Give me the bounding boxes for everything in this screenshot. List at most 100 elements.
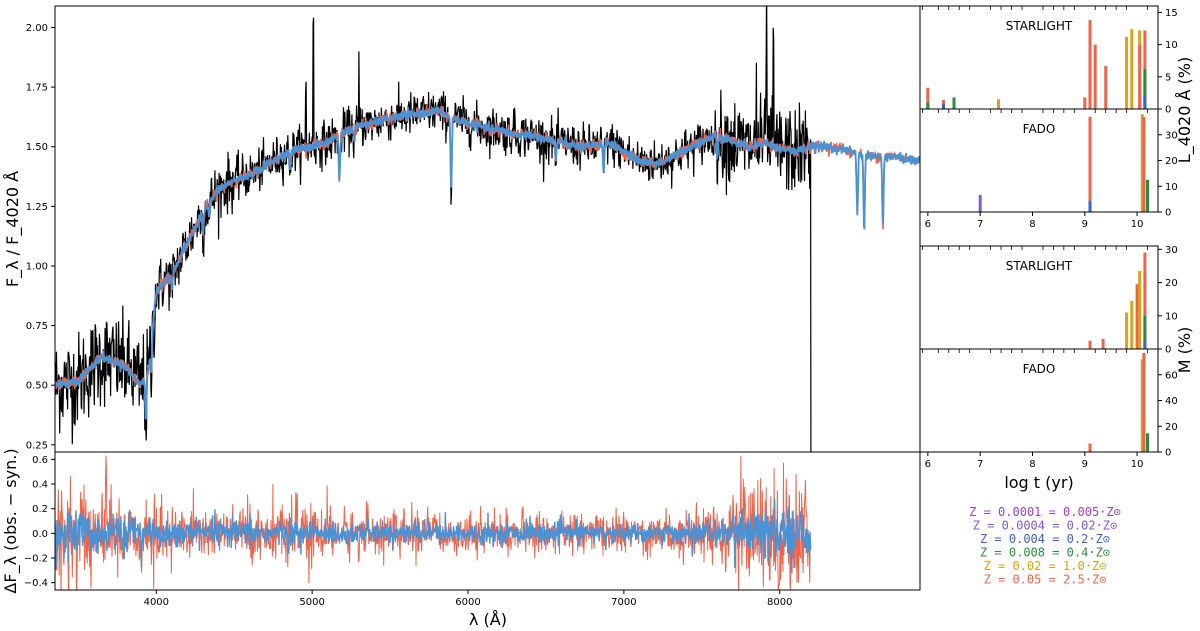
histogram-bar <box>1088 20 1092 110</box>
histogram-panel-lum-starlight: STARLIGHT 0 5 10 15 <box>919 5 1178 116</box>
legend-entry: Z = 0.02 = 1.0·Z⊙ <box>984 559 1107 573</box>
histogram-bar <box>1130 300 1134 349</box>
histogram-bar <box>1083 97 1087 109</box>
legend-entry: Z = 0.0004 = 0.02·Z⊙ <box>973 519 1118 533</box>
histogram-bar <box>1146 179 1149 212</box>
histogram-title: STARLIGHT <box>1006 259 1073 273</box>
histogram-x-tick-label: 8 <box>1029 459 1035 470</box>
histogram-y-tick-label: 10 <box>1165 311 1178 322</box>
histogram-x-tick-label: 6 <box>925 459 931 470</box>
histogram-y-tick-label: 0 <box>1165 208 1171 219</box>
histogram-bar <box>1088 201 1092 212</box>
histogram-bar <box>1135 284 1139 349</box>
histogram-x-tick-label: 9 <box>1082 459 1088 470</box>
histogram-x-tick-label: 8 <box>1029 219 1035 230</box>
residual-x-tick-label: 8000 <box>767 597 792 608</box>
histogram-title: FADO <box>1023 362 1056 376</box>
histogram-panel-mass-starlight: STARLIGHT 0 10 20 30 <box>919 245 1178 356</box>
luminosity-axis-label: L_4020 Å (%) <box>1175 57 1195 163</box>
spectrum-y-tick-label: 1.00 <box>26 261 48 272</box>
residual-y-tick-label: −0.4 <box>24 578 48 589</box>
histogram-bar <box>1140 359 1144 452</box>
histogram-title: FADO <box>1023 122 1056 136</box>
residual-y-axis-label: ΔF_λ (obs. − syn.) <box>1 448 21 593</box>
residual-y-tick-label: 0.4 <box>32 480 48 491</box>
histogram-bar <box>1125 312 1129 349</box>
residual-y-ticks: −0.4 −0.2 0.0 0.2 0.4 0.6 <box>24 455 55 589</box>
histogram-y-tick-label: 0 <box>1165 448 1171 459</box>
spectrum-y-ticks: 0.25 0.50 0.75 1.00 1.25 1.50 1.75 2.00 <box>26 23 55 451</box>
spectrum-y-tick-label: 1.25 <box>26 202 48 213</box>
histogram-x-tick-label: 10 <box>1131 219 1144 230</box>
residual-x-axis-label: λ (Å) <box>469 610 507 629</box>
histogram-y-tick-label: 10 <box>1165 40 1178 51</box>
histogram-bar <box>1143 315 1147 349</box>
histogram-bar <box>1104 65 1108 109</box>
residual-frame <box>54 451 921 591</box>
metallicity-legend: Z = 0.0001 = 0.005·Z⊙Z = 0.0004 = 0.02·Z… <box>969 505 1121 587</box>
spectrum-y-tick-label: 0.50 <box>26 381 48 392</box>
histogram-bar <box>978 195 982 212</box>
histogram-panel-lum-fado: FADO 0 10 20 30 6 7 8 9 10 <box>919 108 1178 230</box>
residual-y-tick-label: −0.2 <box>24 553 48 564</box>
histogram-bar <box>1143 340 1147 349</box>
histogram-bar <box>942 103 945 109</box>
synthetic-fit-blue-line <box>55 106 920 420</box>
histogram-bar <box>1088 340 1092 349</box>
histogram-title: STARLIGHT <box>1006 19 1073 33</box>
histogram-bar <box>1088 116 1092 212</box>
histogram-bar <box>1143 96 1147 109</box>
residual-x-ticks: 4000 5000 6000 7000 8000 <box>144 590 792 608</box>
histogram-bar <box>1140 114 1144 212</box>
histogram-bar <box>1146 433 1149 452</box>
histogram-y-tick-label: 20 <box>1165 278 1178 289</box>
spectrum-plot-area <box>55 6 920 452</box>
histogram-bar <box>1142 352 1146 452</box>
residual-plot-area <box>55 455 812 590</box>
histogram-bar <box>1088 443 1092 452</box>
histogram-x-tick-label: 6 <box>925 219 931 230</box>
residual-y-tick-label: 0.6 <box>32 455 48 466</box>
legend-entry: Z = 0.008 = 0.4·Z⊙ <box>980 546 1110 560</box>
histogram-y-tick-label: 0 <box>1165 345 1171 356</box>
histogram-bar <box>1138 270 1142 349</box>
histogram-bar <box>1138 44 1142 109</box>
spectrum-panel: 0.25 0.50 0.75 1.00 1.25 1.50 1.75 2.00 F_λ / F… <box>3 5 921 453</box>
histogram-y-tick-label: 20 <box>1165 156 1178 167</box>
spectrum-frame <box>54 5 921 453</box>
histogram-y-tick-label: 10 <box>1165 182 1178 193</box>
histogram-bar <box>952 97 956 109</box>
spectrum-y-tick-label: 0.75 <box>26 321 48 332</box>
histogram-x-tick-label: 7 <box>977 459 983 470</box>
spectrum-y-tick-label: 1.75 <box>26 83 48 94</box>
legend-entry: Z = 0.05 = 2.5·Z⊙ <box>984 573 1107 587</box>
histogram-panel-mass-fado: FADO 0 20 40 60 6 7 8 9 10 log t (yr) <box>919 348 1178 492</box>
spectrum-y-tick-label: 2.00 <box>26 23 48 34</box>
histogram-x-tick-label: 10 <box>1131 459 1144 470</box>
histogram-y-tick-label: 0 <box>1165 105 1171 116</box>
residual-blue-line <box>55 498 812 574</box>
mass-axis-label: M (%) <box>1175 327 1194 374</box>
histogram-x-tick-label: 7 <box>977 219 983 230</box>
spectrum-y-tick-label: 1.50 <box>26 142 48 153</box>
histogram-x-tick-label: 9 <box>1082 219 1088 230</box>
observed-spectrum-line <box>55 6 812 452</box>
residual-x-tick-label: 4000 <box>144 597 169 608</box>
histogram-y-tick-label: 15 <box>1165 8 1178 19</box>
histogram-bar <box>1101 339 1105 349</box>
residual-y-tick-label: 0.0 <box>32 529 48 540</box>
histogram-bar <box>1143 252 1147 349</box>
legend-entry: Z = 0.004 = 0.2·Z⊙ <box>980 532 1110 546</box>
histogram-bar <box>997 99 1000 109</box>
histogram-bar <box>1125 36 1129 109</box>
histogram-bar <box>1142 117 1146 212</box>
histogram-bar <box>1143 69 1147 109</box>
histogram-x-axis-label: log t (yr) <box>1004 473 1073 492</box>
histogram-y-tick-label: 20 <box>1165 422 1178 433</box>
histogram-bar <box>1093 44 1097 109</box>
spectrum-y-tick-label: 0.25 <box>26 440 48 451</box>
residual-x-tick-label: 6000 <box>455 597 480 608</box>
residual-x-tick-label: 7000 <box>611 597 636 608</box>
